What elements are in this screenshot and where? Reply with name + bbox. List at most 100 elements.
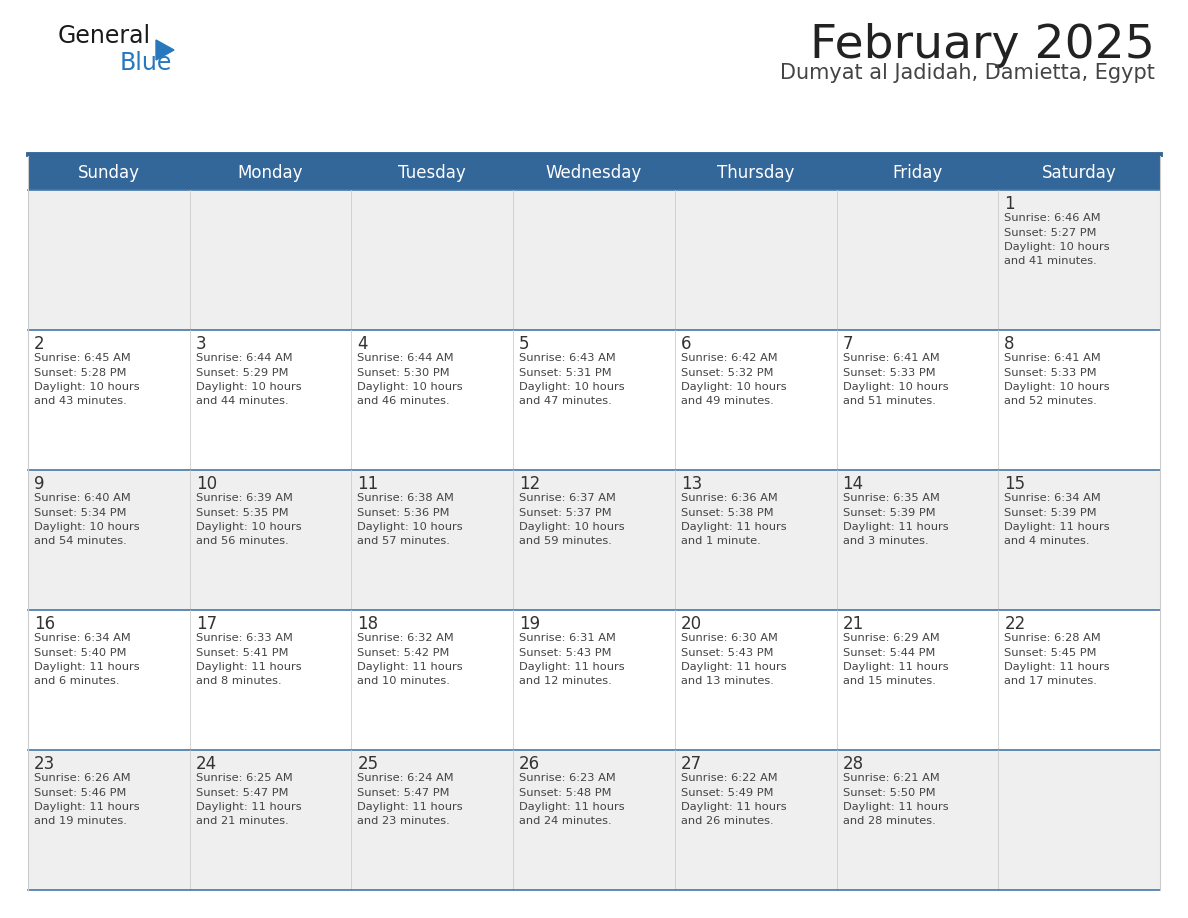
Text: Sunset: 5:30 PM: Sunset: 5:30 PM <box>358 367 450 377</box>
Text: Sunrise: 6:40 AM: Sunrise: 6:40 AM <box>34 493 131 503</box>
Bar <box>675 156 836 190</box>
Text: Sunset: 5:37 PM: Sunset: 5:37 PM <box>519 508 612 518</box>
Text: and 51 minutes.: and 51 minutes. <box>842 397 935 407</box>
Text: 27: 27 <box>681 755 702 773</box>
Text: Daylight: 11 hours: Daylight: 11 hours <box>842 662 948 672</box>
Text: Daylight: 11 hours: Daylight: 11 hours <box>1004 522 1110 532</box>
Text: Wednesday: Wednesday <box>545 164 643 182</box>
Text: Sunrise: 6:44 AM: Sunrise: 6:44 AM <box>358 353 454 363</box>
Text: Sunrise: 6:41 AM: Sunrise: 6:41 AM <box>842 353 940 363</box>
Text: Sunset: 5:40 PM: Sunset: 5:40 PM <box>34 647 126 657</box>
Text: 23: 23 <box>34 755 56 773</box>
Text: Sunrise: 6:21 AM: Sunrise: 6:21 AM <box>842 773 940 783</box>
Text: Sunrise: 6:32 AM: Sunrise: 6:32 AM <box>358 633 454 643</box>
Text: Daylight: 11 hours: Daylight: 11 hours <box>681 802 786 812</box>
Bar <box>836 156 998 190</box>
Text: and 10 minutes.: and 10 minutes. <box>358 677 450 687</box>
Text: 24: 24 <box>196 755 217 773</box>
Text: 15: 15 <box>1004 475 1025 493</box>
Text: Daylight: 11 hours: Daylight: 11 hours <box>519 662 625 672</box>
Text: Daylight: 11 hours: Daylight: 11 hours <box>34 802 140 812</box>
Text: Sunrise: 6:28 AM: Sunrise: 6:28 AM <box>1004 633 1101 643</box>
Text: and 4 minutes.: and 4 minutes. <box>1004 536 1089 546</box>
Text: 1: 1 <box>1004 195 1015 213</box>
Text: Sunset: 5:33 PM: Sunset: 5:33 PM <box>842 367 935 377</box>
Text: Sunrise: 6:29 AM: Sunrise: 6:29 AM <box>842 633 940 643</box>
Text: Monday: Monday <box>238 164 303 182</box>
Text: 11: 11 <box>358 475 379 493</box>
Text: Daylight: 11 hours: Daylight: 11 hours <box>519 802 625 812</box>
Text: Friday: Friday <box>892 164 942 182</box>
Text: General: General <box>58 24 151 48</box>
Text: Daylight: 11 hours: Daylight: 11 hours <box>358 662 463 672</box>
Text: and 47 minutes.: and 47 minutes. <box>519 397 612 407</box>
Text: Sunset: 5:44 PM: Sunset: 5:44 PM <box>842 647 935 657</box>
Text: Sunset: 5:36 PM: Sunset: 5:36 PM <box>358 508 450 518</box>
Text: 19: 19 <box>519 615 541 633</box>
Text: Sunrise: 6:33 AM: Sunrise: 6:33 AM <box>196 633 292 643</box>
Text: Sunset: 5:46 PM: Sunset: 5:46 PM <box>34 788 126 798</box>
Text: Sunrise: 6:43 AM: Sunrise: 6:43 AM <box>519 353 615 363</box>
Text: 12: 12 <box>519 475 541 493</box>
Text: Sunrise: 6:45 AM: Sunrise: 6:45 AM <box>34 353 131 363</box>
Text: Daylight: 11 hours: Daylight: 11 hours <box>1004 662 1110 672</box>
Text: Daylight: 11 hours: Daylight: 11 hours <box>681 522 786 532</box>
Text: Sunset: 5:45 PM: Sunset: 5:45 PM <box>1004 647 1097 657</box>
Text: Sunset: 5:39 PM: Sunset: 5:39 PM <box>1004 508 1097 518</box>
Text: and 44 minutes.: and 44 minutes. <box>196 397 289 407</box>
Text: and 8 minutes.: and 8 minutes. <box>196 677 282 687</box>
Text: and 24 minutes.: and 24 minutes. <box>519 816 612 826</box>
Text: Sunrise: 6:24 AM: Sunrise: 6:24 AM <box>358 773 454 783</box>
Text: Sunset: 5:34 PM: Sunset: 5:34 PM <box>34 508 126 518</box>
Text: Dumyat al Jadidah, Damietta, Egypt: Dumyat al Jadidah, Damietta, Egypt <box>781 63 1155 83</box>
Text: Sunrise: 6:23 AM: Sunrise: 6:23 AM <box>519 773 615 783</box>
Text: 13: 13 <box>681 475 702 493</box>
Text: 3: 3 <box>196 335 207 353</box>
Bar <box>29 470 1159 610</box>
Text: Sunrise: 6:34 AM: Sunrise: 6:34 AM <box>1004 493 1101 503</box>
Text: Sunset: 5:35 PM: Sunset: 5:35 PM <box>196 508 289 518</box>
Text: and 12 minutes.: and 12 minutes. <box>519 677 612 687</box>
Text: Sunset: 5:47 PM: Sunset: 5:47 PM <box>358 788 450 798</box>
Text: and 57 minutes.: and 57 minutes. <box>358 536 450 546</box>
Text: Daylight: 11 hours: Daylight: 11 hours <box>842 522 948 532</box>
Text: Sunset: 5:29 PM: Sunset: 5:29 PM <box>196 367 289 377</box>
Text: Daylight: 11 hours: Daylight: 11 hours <box>196 802 302 812</box>
Bar <box>29 610 1159 750</box>
Text: Sunset: 5:47 PM: Sunset: 5:47 PM <box>196 788 289 798</box>
Text: and 19 minutes.: and 19 minutes. <box>34 816 127 826</box>
Text: Daylight: 10 hours: Daylight: 10 hours <box>519 382 625 392</box>
Text: and 3 minutes.: and 3 minutes. <box>842 536 928 546</box>
Text: Sunset: 5:43 PM: Sunset: 5:43 PM <box>519 647 612 657</box>
Bar <box>352 156 513 190</box>
Text: 5: 5 <box>519 335 530 353</box>
Text: Sunrise: 6:39 AM: Sunrise: 6:39 AM <box>196 493 292 503</box>
Bar <box>29 156 190 190</box>
Text: 9: 9 <box>34 475 44 493</box>
Text: Sunset: 5:39 PM: Sunset: 5:39 PM <box>842 508 935 518</box>
Text: Daylight: 10 hours: Daylight: 10 hours <box>196 382 302 392</box>
Text: Sunset: 5:43 PM: Sunset: 5:43 PM <box>681 647 773 657</box>
Text: and 56 minutes.: and 56 minutes. <box>196 536 289 546</box>
Text: Sunrise: 6:26 AM: Sunrise: 6:26 AM <box>34 773 131 783</box>
Text: and 21 minutes.: and 21 minutes. <box>196 816 289 826</box>
Text: Sunset: 5:48 PM: Sunset: 5:48 PM <box>519 788 612 798</box>
Text: and 46 minutes.: and 46 minutes. <box>358 397 450 407</box>
Text: February 2025: February 2025 <box>810 23 1155 68</box>
Text: Blue: Blue <box>120 51 172 75</box>
Text: 7: 7 <box>842 335 853 353</box>
Bar <box>513 156 675 190</box>
Text: 4: 4 <box>358 335 368 353</box>
Text: and 26 minutes.: and 26 minutes. <box>681 816 773 826</box>
Text: Sunset: 5:42 PM: Sunset: 5:42 PM <box>358 647 450 657</box>
Text: and 52 minutes.: and 52 minutes. <box>1004 397 1097 407</box>
Text: Daylight: 10 hours: Daylight: 10 hours <box>358 382 463 392</box>
Text: and 15 minutes.: and 15 minutes. <box>842 677 935 687</box>
Text: and 13 minutes.: and 13 minutes. <box>681 677 773 687</box>
Text: Sunrise: 6:22 AM: Sunrise: 6:22 AM <box>681 773 777 783</box>
Text: Sunday: Sunday <box>78 164 140 182</box>
Text: Daylight: 10 hours: Daylight: 10 hours <box>1004 242 1110 252</box>
Text: Daylight: 10 hours: Daylight: 10 hours <box>681 382 786 392</box>
Text: 8: 8 <box>1004 335 1015 353</box>
Text: 14: 14 <box>842 475 864 493</box>
